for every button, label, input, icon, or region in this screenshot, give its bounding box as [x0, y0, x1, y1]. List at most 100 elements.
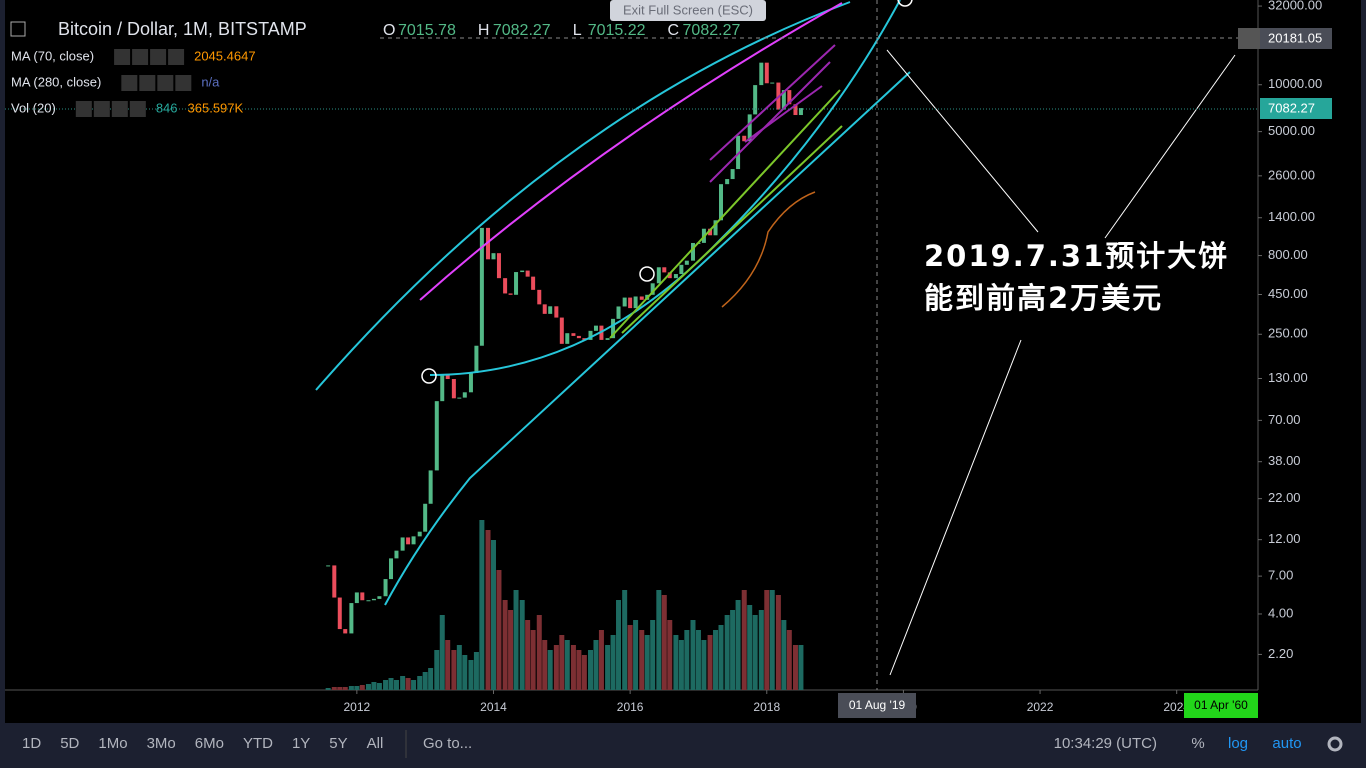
candle: [514, 272, 519, 295]
annotation: 能到前高2万美元: [924, 281, 1163, 315]
indicator-value: 2045.4647: [194, 48, 255, 63]
indicator-button[interactable]: [157, 75, 174, 91]
candle: [400, 537, 405, 551]
range-button[interactable]: 5D: [60, 735, 79, 752]
log-toggle[interactable]: log: [1228, 735, 1248, 752]
candle: [349, 603, 354, 634]
marker: [897, 0, 913, 7]
range-button[interactable]: 1Y: [292, 735, 310, 752]
candle: [451, 379, 456, 399]
candle: [742, 135, 747, 142]
volume-bar: [786, 630, 792, 690]
volume-bar: [724, 615, 730, 690]
volume-bar: [678, 640, 684, 690]
candle: [719, 184, 723, 221]
candle: [588, 330, 593, 340]
auto-toggle[interactable]: auto: [1272, 735, 1301, 752]
channel-line: [709, 44, 836, 161]
settings-icon[interactable]: [1327, 736, 1343, 752]
indicator-button[interactable]: [150, 49, 167, 65]
volume-bar: [559, 635, 565, 690]
volume-bar: [445, 640, 451, 690]
volume-bar: [473, 652, 479, 690]
candle: [457, 397, 462, 399]
range-button[interactable]: 1Mo: [98, 735, 127, 752]
candle: [605, 338, 610, 340]
candle: [423, 503, 428, 532]
arrow-line: [886, 49, 1039, 233]
ohlc-value: 7015.22: [588, 22, 646, 39]
goto[interactable]: Go to...: [423, 735, 472, 752]
ohlc-key: L: [573, 22, 582, 39]
candle: [713, 220, 718, 236]
volume-bar: [331, 687, 337, 690]
y-tick-label: 12.00: [1268, 531, 1301, 546]
candle: [622, 297, 627, 307]
crosshair-plus[interactable]: [1238, 28, 1260, 49]
volume-bar: [605, 645, 611, 690]
ohlc: O 7015.78 H 7082.27 L 7015.22 C 7082.27: [383, 22, 740, 39]
clock: 10:34:29 (UTC): [1054, 735, 1157, 752]
y-tick-label: 32000.00: [1268, 0, 1322, 12]
ohlc-value: 7082.27: [493, 22, 551, 39]
ohlc-key: C: [668, 22, 680, 39]
candle: [708, 228, 713, 236]
range-button[interactable]: 1D: [22, 735, 41, 752]
last-price-box: [1260, 98, 1332, 119]
indicator-button[interactable]: [121, 75, 138, 91]
volume-bar: [650, 620, 656, 690]
far-date: 01 Apr '60: [1194, 698, 1248, 712]
volume-bar: [485, 530, 491, 690]
indicator-button[interactable]: [168, 49, 185, 65]
indicator-button[interactable]: [132, 49, 149, 65]
channel-line: [744, 85, 823, 143]
candle: [616, 306, 621, 319]
range-button[interactable]: 3Mo: [147, 735, 176, 752]
volume-bar: [417, 676, 423, 690]
collapse-icon[interactable]: [10, 21, 26, 37]
indicator-button[interactable]: [139, 75, 156, 91]
volume-bar: [610, 635, 616, 690]
candle: [474, 345, 479, 374]
crosshair-price: 20181.05: [1268, 30, 1322, 45]
indicator-name: Vol (20): [11, 100, 56, 115]
indicator-button[interactable]: [129, 101, 146, 117]
volume-bar: [570, 645, 576, 690]
indicator-value: 365.597K: [188, 100, 244, 115]
volume-bar: [479, 520, 485, 690]
indicator-button[interactable]: [175, 75, 192, 91]
range-button[interactable]: YTD: [243, 735, 273, 752]
range-button[interactable]: All: [367, 735, 384, 752]
volume-bar: [581, 655, 587, 690]
volume-bar: [781, 620, 787, 690]
candle: [548, 306, 553, 314]
indicator-button[interactable]: [111, 101, 128, 117]
percent-toggle[interactable]: %: [1191, 735, 1204, 752]
volume-bar: [354, 686, 360, 690]
candle: [747, 114, 752, 142]
exit-button-label[interactable]: Exit Full Screen (ESC): [623, 2, 753, 17]
left-border: [0, 0, 5, 768]
last-price: 7082.27: [1268, 100, 1315, 115]
candle: [764, 62, 769, 84]
candle: [537, 289, 542, 305]
candle: [565, 333, 570, 344]
candle: [690, 242, 695, 261]
volume-bar: [490, 540, 496, 690]
candle-layer: [326, 62, 803, 634]
volume-bar: [451, 650, 457, 690]
candle: [434, 401, 439, 471]
candle: [428, 470, 433, 504]
x-tick-label: 2024: [1163, 700, 1190, 714]
volume-bar: [542, 640, 548, 690]
candle: [445, 373, 450, 380]
arrow-line: [889, 339, 1022, 676]
range-button[interactable]: 5Y: [329, 735, 347, 752]
exit-button[interactable]: [610, 0, 766, 21]
indicator-button[interactable]: [75, 101, 92, 117]
volume-bar: [434, 650, 440, 690]
range-button[interactable]: 6Mo: [195, 735, 224, 752]
indicator-button[interactable]: [114, 49, 131, 65]
indicator-button[interactable]: [93, 101, 110, 117]
volume-bar: [661, 595, 667, 690]
